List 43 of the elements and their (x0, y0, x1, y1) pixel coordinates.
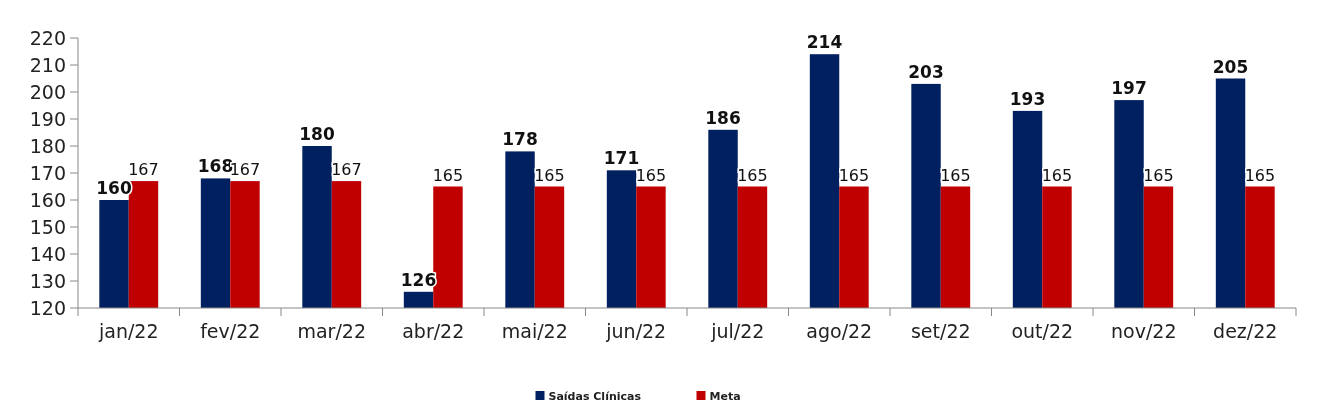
y-tick-label: 220 (29, 26, 66, 49)
data-label: 214 (806, 32, 843, 53)
y-tick-label: 170 (29, 161, 66, 184)
x-tick-label: jul/22 (710, 320, 765, 342)
data-label: 197 (1111, 78, 1147, 99)
data-label: 203 (908, 61, 944, 82)
data-label: 186 (705, 107, 741, 128)
data-label: 165 (940, 165, 971, 185)
y-tick-label: 200 (29, 80, 66, 103)
y-tick-label: 180 (29, 134, 66, 157)
x-tick-label: mar/22 (297, 320, 367, 342)
x-tick-label: mai/22 (501, 320, 568, 342)
y-tick-label: 130 (29, 269, 66, 292)
data-label: 165 (1041, 165, 1073, 185)
x-tick-label: abr/22 (402, 320, 465, 342)
data-label: 165 (1244, 165, 1276, 185)
x-tick-label: nov/22 (1111, 320, 1177, 342)
y-tick-label: 150 (29, 215, 66, 238)
data-label: 165 (838, 165, 870, 185)
y-tick-label: 190 (29, 107, 66, 130)
data-label: 165 (737, 165, 768, 185)
data-label: 180 (299, 124, 335, 144)
x-tick-label: fev/22 (200, 320, 261, 342)
data-label: 165 (1143, 165, 1174, 185)
data-label: 165 (534, 165, 565, 185)
data-label: 165 (432, 165, 464, 185)
data-label: 205 (1212, 56, 1249, 77)
legend-label: Meta (709, 390, 741, 403)
x-tick-label: dez/22 (1213, 320, 1278, 342)
legend-label: Saídas Clínicas (548, 390, 642, 403)
x-tick-label: jun/22 (605, 320, 667, 342)
y-tick-label: 120 (29, 296, 66, 319)
x-tick-label: set/22 (910, 320, 971, 342)
x-tick-label: out/22 (1011, 320, 1074, 342)
x-tick-label: ago/22 (806, 320, 873, 342)
data-label: 193 (1009, 88, 1046, 109)
data-label: 178 (502, 129, 538, 150)
y-tick-label: 140 (29, 242, 66, 265)
y-tick-label: 160 (29, 188, 66, 211)
x-tick-label: jan/22 (97, 320, 159, 342)
data-label: 167 (128, 160, 159, 180)
data-label: 167 (331, 160, 362, 180)
y-tick-label: 210 (29, 53, 66, 76)
